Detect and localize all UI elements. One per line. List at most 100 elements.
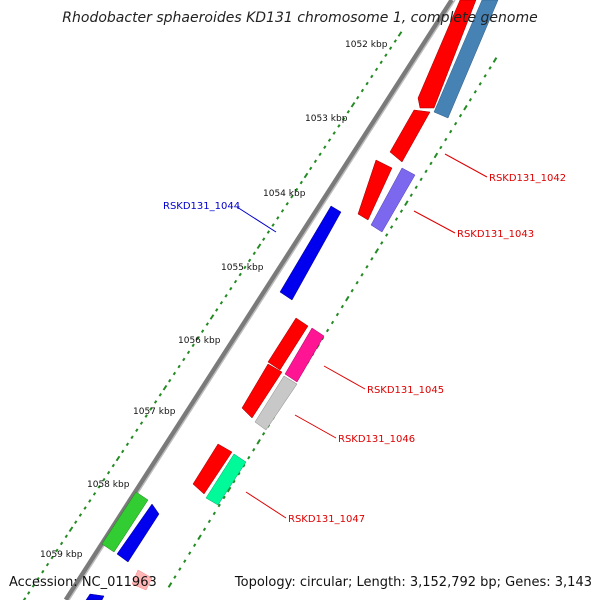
scale-tick xyxy=(458,113,463,118)
gene-red-top[interactable] xyxy=(417,0,477,109)
scale-tick xyxy=(478,82,482,86)
callout-line-1044 xyxy=(236,206,277,233)
scale-tick xyxy=(393,39,397,43)
scale-tick xyxy=(323,145,327,150)
scale-tick xyxy=(313,159,318,164)
scale-tick xyxy=(389,225,394,229)
scale-tick xyxy=(153,400,158,404)
scale-tick xyxy=(262,237,266,241)
scale-tick xyxy=(399,209,404,213)
scale-tick xyxy=(385,233,389,237)
scale-tick xyxy=(36,576,40,581)
scale-tick xyxy=(337,124,341,128)
gene-red-1042[interactable] xyxy=(389,109,431,163)
scale-tick xyxy=(173,575,177,579)
callout-line-1045 xyxy=(323,365,366,390)
scale-tick xyxy=(83,506,87,510)
gene-steelblue-top[interactable] xyxy=(433,0,499,119)
scale-tick xyxy=(409,193,413,198)
gene-label-1045[interactable]: RSKD131_1045 xyxy=(367,385,444,396)
scale-tick xyxy=(374,248,380,254)
gene-red-1045a[interactable] xyxy=(267,317,309,371)
scale-tick xyxy=(294,187,299,192)
scale-tick xyxy=(172,371,177,376)
scale-tick xyxy=(397,31,403,37)
scale-label-1054: 1054 kbp xyxy=(263,189,306,199)
scale-tick xyxy=(414,185,418,190)
scale-tick xyxy=(200,329,205,333)
gene-mint-1047[interactable] xyxy=(205,453,247,506)
scale-tick xyxy=(271,223,275,227)
scale-tick xyxy=(207,519,212,524)
scale-tick xyxy=(356,95,360,100)
scale-tick xyxy=(384,53,388,58)
gene-purple-1043[interactable] xyxy=(370,167,416,233)
scale-tick xyxy=(360,272,364,277)
scale-tick xyxy=(97,484,101,489)
gene-label-1043[interactable]: RSKD131_1043 xyxy=(457,229,534,240)
gene-blue-1058[interactable] xyxy=(116,503,160,563)
gene-green-1058[interactable] xyxy=(101,491,149,553)
genome-summary-text: Topology: circular; Length: 3,152,792 bp… xyxy=(234,575,592,590)
scale-tick xyxy=(197,534,202,541)
scale-tick xyxy=(380,241,384,245)
scale-tick xyxy=(370,74,374,79)
scale-tick xyxy=(252,251,256,256)
scale-tick xyxy=(22,597,27,600)
gene-pink-1045[interactable] xyxy=(284,327,325,383)
gene-blue-bottom[interactable] xyxy=(85,593,105,600)
scale-tick xyxy=(111,463,115,468)
scale-label-1053: 1053 kbp xyxy=(305,114,348,124)
scale-tick xyxy=(237,471,241,476)
scale-tick xyxy=(309,166,313,171)
scale-tick xyxy=(444,137,448,142)
gene-label-1047[interactable]: RSKD131_1047 xyxy=(288,514,365,525)
gene-red-1047a[interactable] xyxy=(192,443,233,495)
scale-tick xyxy=(303,172,309,179)
callout-line-1047 xyxy=(245,491,287,519)
scale-tick xyxy=(59,541,64,546)
scale-tick xyxy=(232,479,236,484)
scale-tick xyxy=(439,145,443,150)
scale-label-1056: 1056 kbp xyxy=(178,336,221,346)
scale-label-1052: 1052 kbp xyxy=(345,40,388,50)
scale-tick xyxy=(346,110,350,114)
gene-red-1043a[interactable] xyxy=(357,159,393,221)
scale-tick xyxy=(55,548,59,553)
callout-line-1046 xyxy=(294,414,337,439)
scale-tick xyxy=(256,438,261,445)
scale-tick xyxy=(453,121,458,126)
scale-tick xyxy=(217,503,221,508)
scale-tick xyxy=(483,74,487,78)
gene-label-1044[interactable]: RSKD131_1044 xyxy=(163,201,240,212)
scale-tick xyxy=(88,499,92,503)
scale-label-1055: 1055 kbp xyxy=(221,263,264,273)
scale-tick xyxy=(424,169,428,174)
scale-tick xyxy=(360,88,365,93)
scale-tick xyxy=(209,314,215,320)
gene-label-1046[interactable]: RSKD131_1046 xyxy=(338,434,415,445)
scale-label-1057: 1057 kbp xyxy=(133,407,176,417)
scale-tick xyxy=(350,101,356,108)
scale-tick xyxy=(186,350,191,355)
scale-tick xyxy=(27,591,31,595)
scale-tick xyxy=(404,200,409,207)
scale-tick xyxy=(139,421,144,425)
gene-blue-1044[interactable] xyxy=(279,205,342,301)
scale-tick xyxy=(318,152,322,157)
scale-tick xyxy=(158,393,162,397)
gene-grey-1046[interactable] xyxy=(254,375,298,431)
gene-pink-bottom[interactable] xyxy=(131,569,153,591)
gene-red-1046a[interactable] xyxy=(241,363,283,419)
scale-tick xyxy=(68,526,74,533)
scale-tick xyxy=(92,492,97,496)
scale-tick xyxy=(205,322,209,326)
gene-label-1042[interactable]: RSKD131_1042 xyxy=(489,173,566,184)
scale-tick xyxy=(350,288,354,293)
scale-tick xyxy=(355,280,359,285)
scale-tick xyxy=(379,60,383,65)
scale-tick xyxy=(64,534,68,539)
scale-tick xyxy=(290,194,294,199)
scale-tick xyxy=(419,177,423,182)
